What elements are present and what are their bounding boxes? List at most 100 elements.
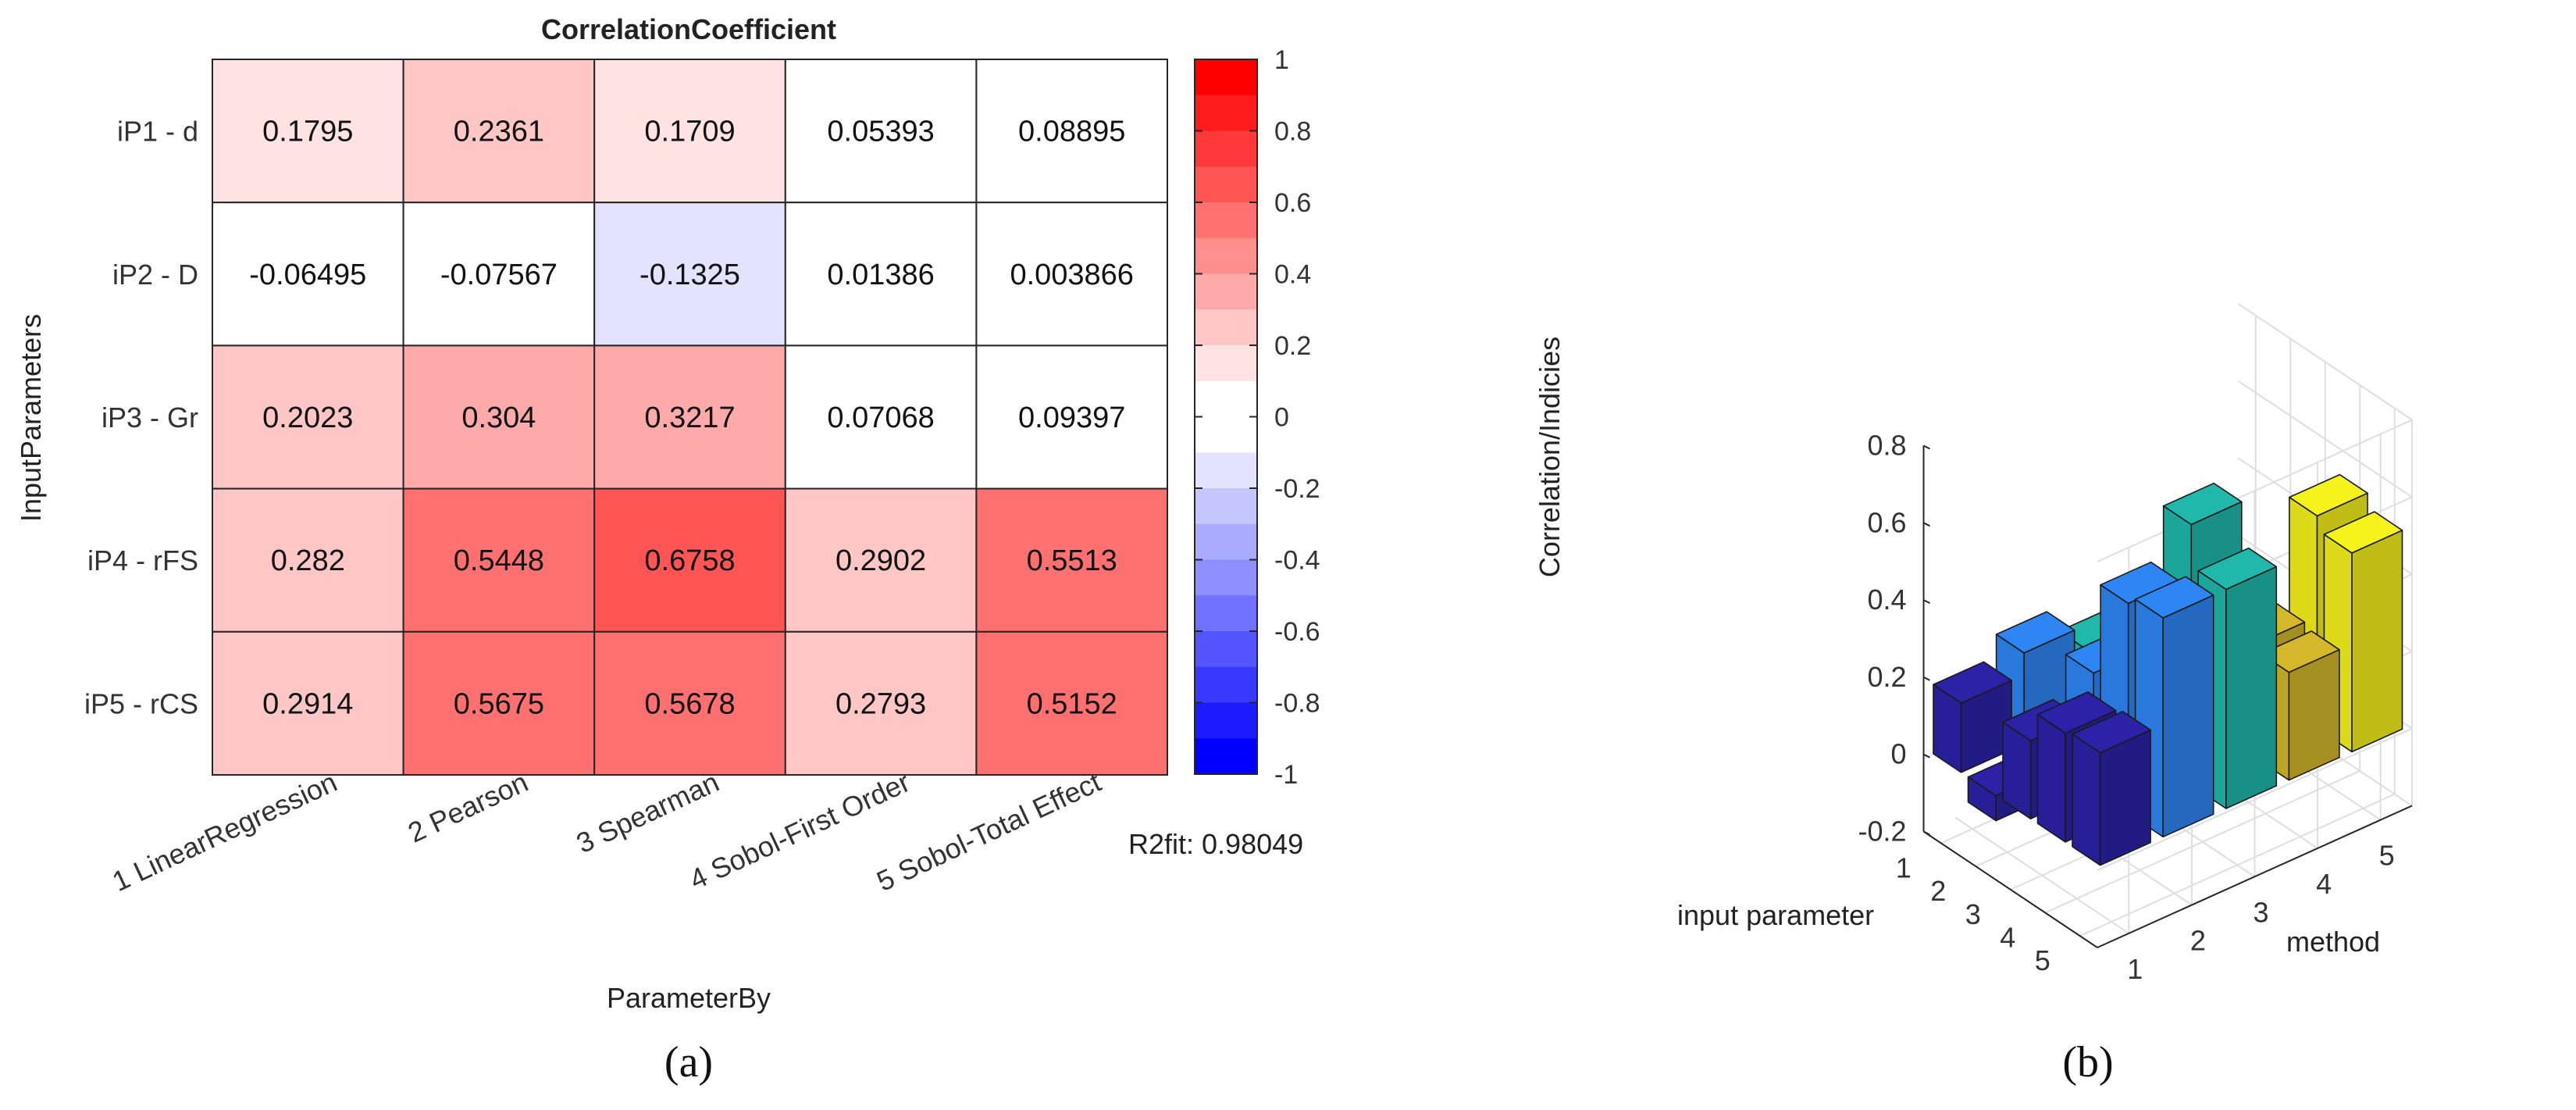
bar3d-bar-face	[2072, 733, 2101, 866]
colorbar-segment	[1195, 416, 1257, 453]
heatmap-row-labels: iP1 - d iP2 - D iP3 - Gr iP4 - rFS iP5 - rCS	[84, 116, 198, 720]
bar3d-x-tick-label: 2	[1930, 875, 1946, 907]
bar3d-z-tick	[1923, 444, 1930, 450]
colorbar-tick-label: -0.4	[1274, 546, 1320, 576]
bar3d-bar	[2072, 710, 2151, 866]
colorbar-segment	[1195, 702, 1257, 739]
colorbar-tick-label: 0.4	[1274, 260, 1311, 290]
bar3d-bar	[2134, 576, 2214, 838]
bar3d-bar-face	[2099, 729, 2151, 866]
bar3d-y-tick-label: 3	[2253, 896, 2268, 928]
heatmap-value: 0.2023	[262, 402, 353, 434]
heatmap-xlabel: ParameterBy	[607, 982, 771, 1014]
bar3d-bar-face	[1933, 661, 2012, 704]
colorbar-segment	[1195, 59, 1257, 96]
bar3d-z-tick	[1923, 676, 1930, 681]
bar3d-xlabel: input parameter	[1677, 899, 1874, 931]
heatmap-cells	[212, 59, 1169, 776]
heatmap-value-labels: 0.1795 0.2361 0.1709 0.05393 0.08895 -0.06495…	[249, 116, 1134, 721]
bar3d-y-tick-label: 4	[2316, 868, 2332, 900]
heatmap-cell	[975, 344, 1169, 490]
heatmap-cell	[593, 202, 786, 347]
colorbar-tick-label: -0.8	[1274, 689, 1320, 719]
bar3d-zlabel: Correlation/Indicies	[1534, 337, 1566, 577]
bar3d-bar	[1933, 661, 2012, 773]
heatmap-ylabel: InputParameters	[15, 314, 47, 522]
bar3d-x-axis	[1922, 830, 2098, 948]
colorbar-tick-label: 0.8	[1274, 117, 1311, 147]
bar3d-z-tick	[1923, 753, 1930, 758]
heatmap-cell	[784, 344, 978, 490]
bar3d-z-tick	[1923, 599, 1930, 604]
colorbar-tick-label: 1	[1274, 45, 1289, 75]
heatmap-cell	[402, 344, 596, 490]
heatmap-value: 0.2902	[836, 544, 926, 577]
colorbar-segment	[1195, 631, 1257, 668]
heatmap-row-label: iP2 - D	[112, 259, 198, 291]
colorbar-tick-label: -0.2	[1274, 474, 1320, 504]
colorbar-segment	[1195, 595, 1257, 632]
heatmap-cell	[212, 630, 404, 776]
bar3d-x-tick-label: 1	[1896, 851, 1912, 883]
bar3d-x-tick-label: 5	[2035, 944, 2050, 976]
bar3d-bar-face	[2289, 473, 2368, 517]
bar3d-z-tick-label: 0	[1890, 738, 1906, 770]
bar3d-bar-face	[2225, 566, 2278, 809]
heatmap-value: 0.3217	[644, 402, 735, 434]
heatmap-value: 0.07068	[827, 402, 934, 434]
bar3d-z-tick-label: 0.2	[1867, 661, 1906, 693]
colorbar-segment	[1195, 237, 1257, 274]
heatmap-value: 0.05393	[827, 116, 934, 148]
colorbar-segment	[1195, 488, 1257, 525]
heatmap-row-label: iP4 - rFS	[87, 544, 198, 576]
bar3d-axes	[1922, 445, 2413, 948]
heatmap-value: 0.2361	[454, 116, 544, 148]
heatmap-value: 0.2793	[836, 687, 926, 720]
heatmap-value: 0.304	[461, 402, 536, 434]
heatmap-cell	[402, 202, 596, 347]
heatmap-value: 0.01386	[827, 259, 934, 291]
heatmap-title: CorrelationCoefficient	[541, 13, 836, 45]
heatmap-value: 0.5513	[1027, 544, 1117, 577]
bar3d-bar-face	[2162, 594, 2214, 838]
heatmap-value: 0.5152	[1027, 687, 1117, 720]
bar3d-bar-face	[2072, 710, 2151, 754]
heatmap-value: 0.6758	[644, 544, 735, 577]
bar3d-ylabel: method	[2286, 926, 2380, 958]
panel-a-label: (a)	[664, 1038, 713, 1087]
panel-b-label: (b)	[2062, 1038, 2113, 1087]
bar3d-y-tick-label: 5	[2379, 840, 2395, 872]
heatmap-value: 0.5448	[454, 544, 544, 577]
colorbar-tick-label: 0.6	[1274, 188, 1311, 218]
colorbar-segment	[1195, 309, 1257, 346]
bar3d-bar-face	[2323, 511, 2403, 554]
heatmap-panel: CorrelationCoefficient 0.1795 0.2361 0.170…	[15, 13, 1320, 1087]
heatmap-row-label: iP5 - rCS	[84, 687, 198, 719]
colorbar-segment	[1195, 95, 1257, 131]
heatmap-value: 0.003866	[1010, 259, 1134, 291]
heatmap-cell	[212, 344, 404, 490]
colorbar-segment	[1195, 523, 1257, 560]
heatmap-cell	[593, 487, 786, 633]
bar3d-z-tick-label: 0.8	[1867, 430, 1906, 462]
gridline	[2044, 770, 2360, 914]
heatmap-value: -0.06495	[249, 259, 366, 291]
colorbar-segment	[1195, 202, 1257, 239]
heatmap-cell	[212, 202, 404, 347]
bar3d-bar-face	[2162, 482, 2243, 526]
heatmap-value: 0.5678	[644, 687, 735, 720]
heatmap-value: 0.1795	[262, 116, 353, 148]
bar3d-z-tick-label: 0.4	[1867, 584, 1906, 616]
colorbar-segment	[1195, 559, 1257, 596]
colorbar-segment	[1195, 738, 1257, 775]
bar3d-y-tick-label: 2	[2190, 925, 2206, 957]
bar3d-z-tick	[1923, 522, 1930, 527]
bar3d-z-tick-label: -0.2	[1858, 816, 1906, 848]
bar3d-y-tick-label: 1	[2127, 953, 2143, 985]
heatmap-row-label: iP1 - d	[117, 116, 198, 148]
heatmap-value: 0.282	[271, 544, 345, 577]
heatmap-cell	[975, 202, 1169, 347]
